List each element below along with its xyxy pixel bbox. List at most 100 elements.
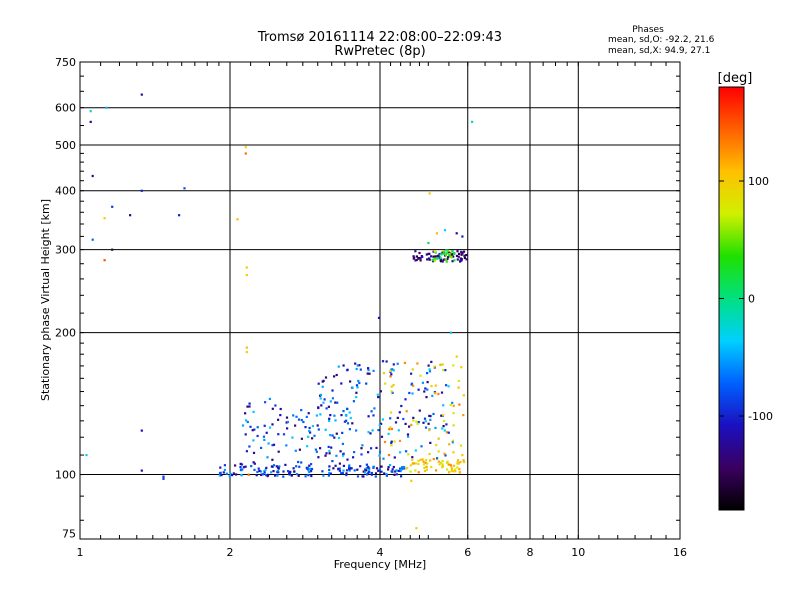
data-point xyxy=(390,385,393,388)
chart-subtitle: RwPretec (8p) xyxy=(334,44,425,59)
data-point xyxy=(423,390,426,393)
data-point xyxy=(433,250,436,253)
data-point xyxy=(439,461,443,464)
data-point xyxy=(250,465,253,468)
data-point xyxy=(426,388,429,391)
data-point xyxy=(445,252,448,255)
data-point xyxy=(300,437,303,440)
data-point xyxy=(263,424,266,427)
data-point xyxy=(329,400,332,403)
x-tick-label: 4 xyxy=(377,546,384,559)
data-point xyxy=(438,463,441,466)
y-tick-label: 100 xyxy=(55,469,76,482)
data-point xyxy=(255,474,258,477)
data-point xyxy=(365,466,368,470)
data-point xyxy=(392,384,395,387)
data-point xyxy=(327,474,330,477)
data-point xyxy=(246,420,249,424)
data-point xyxy=(288,472,291,476)
data-point xyxy=(342,464,345,467)
data-point xyxy=(405,410,408,413)
data-point xyxy=(317,428,320,431)
data-point xyxy=(345,419,348,422)
data-point xyxy=(457,255,460,258)
data-point xyxy=(263,470,266,473)
data-point xyxy=(421,381,424,384)
data-point xyxy=(162,477,165,480)
data-point xyxy=(264,468,267,471)
data-point xyxy=(246,405,249,408)
data-point xyxy=(360,453,363,456)
stats-o-mode: mean, sd,O: -92.2, 21.6 xyxy=(608,35,715,45)
data-point xyxy=(414,469,417,472)
data-point xyxy=(103,217,106,220)
data-point xyxy=(447,431,450,434)
data-point xyxy=(353,451,356,454)
data-point xyxy=(430,465,433,469)
colorbar: 100 0 -100 xyxy=(718,86,773,511)
data-point xyxy=(354,362,357,365)
data-point xyxy=(390,373,393,376)
data-point xyxy=(240,473,243,476)
data-point xyxy=(351,422,354,425)
data-point xyxy=(308,464,311,467)
data-point xyxy=(442,369,445,372)
data-point xyxy=(348,411,351,414)
data-point xyxy=(111,248,114,251)
data-point xyxy=(424,387,427,390)
data-point xyxy=(443,252,446,255)
data-point xyxy=(330,446,333,449)
data-point xyxy=(328,452,331,455)
y-tick-label: 300 xyxy=(55,244,76,257)
data-point xyxy=(346,422,350,425)
data-point xyxy=(329,414,332,417)
data-point xyxy=(377,429,380,432)
data-point xyxy=(425,253,428,256)
data-point xyxy=(391,468,394,471)
data-point xyxy=(334,401,337,404)
x-tick-label: 1 xyxy=(77,546,84,559)
data-point xyxy=(267,473,270,476)
data-point xyxy=(345,472,348,475)
data-point xyxy=(423,417,427,420)
data-point xyxy=(387,466,390,469)
data-point xyxy=(241,424,245,427)
data-point xyxy=(432,458,435,461)
data-point xyxy=(390,470,393,473)
data-point xyxy=(458,468,461,471)
data-point xyxy=(356,364,359,367)
data-point xyxy=(370,473,373,476)
data-point xyxy=(321,470,324,473)
data-point xyxy=(263,438,266,441)
data-point xyxy=(244,465,247,468)
data-point xyxy=(457,379,460,382)
data-point xyxy=(317,456,320,459)
data-point xyxy=(397,469,400,472)
x-tick-label: 2 xyxy=(227,546,234,559)
data-point xyxy=(407,453,410,456)
data-point xyxy=(327,405,330,408)
data-point xyxy=(362,470,365,473)
data-point xyxy=(378,468,381,471)
colorbar-tick-label: 100 xyxy=(748,175,769,188)
data-point xyxy=(449,331,453,334)
data-point xyxy=(297,418,301,421)
data-point xyxy=(460,366,463,369)
data-point xyxy=(267,442,270,445)
data-point xyxy=(377,316,381,319)
data-point xyxy=(443,229,447,232)
data-point xyxy=(448,254,451,257)
data-point xyxy=(317,406,320,410)
data-point xyxy=(319,447,322,450)
data-point xyxy=(357,379,360,382)
data-point xyxy=(427,364,430,367)
data-point xyxy=(240,463,244,466)
data-point xyxy=(453,259,456,262)
data-point xyxy=(452,470,455,473)
data-point xyxy=(239,462,242,465)
data-point xyxy=(242,466,245,469)
data-point xyxy=(446,460,449,463)
data-point xyxy=(439,257,442,260)
data-point xyxy=(458,470,461,473)
data-point xyxy=(427,241,430,245)
